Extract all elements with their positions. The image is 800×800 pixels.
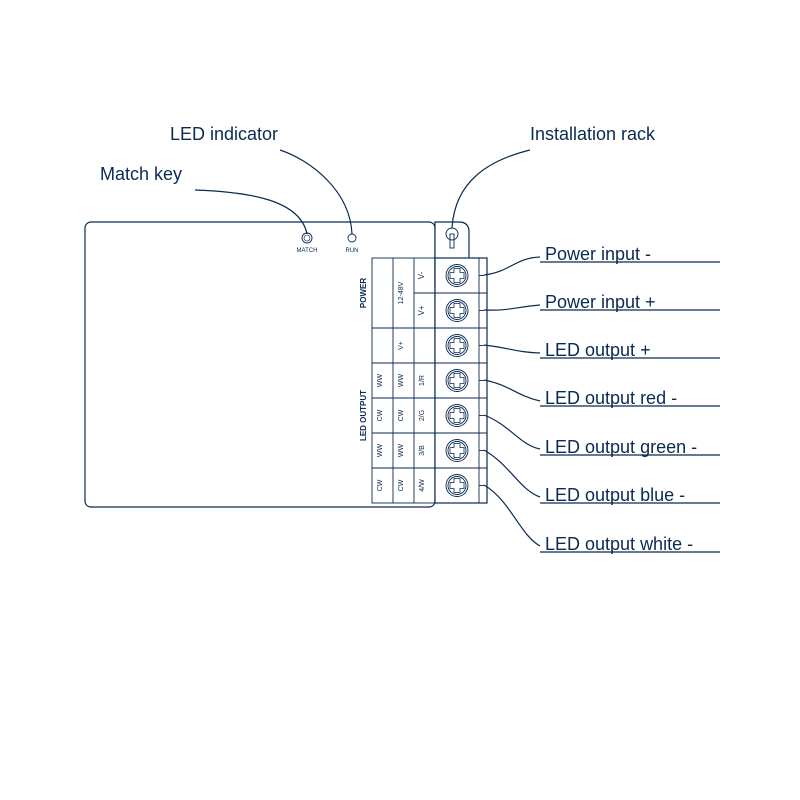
led-output-blue-label: LED output blue - — [545, 485, 685, 505]
svg-text:CW: CW — [377, 409, 384, 421]
led-indicator-label: LED indicator — [170, 124, 278, 144]
run-label: RUN — [346, 248, 359, 254]
svg-text:2/G: 2/G — [419, 410, 426, 421]
power-input-plus-label: Power input + — [545, 292, 656, 312]
svg-text:3/B: 3/B — [419, 445, 426, 456]
svg-text:WW: WW — [377, 444, 384, 458]
svg-text:CW: CW — [398, 409, 405, 421]
svg-text:1/R: 1/R — [419, 375, 426, 386]
led-output-red-label: LED output red - — [545, 388, 677, 408]
match-key-label: Match key — [100, 164, 182, 184]
svg-text:V+: V+ — [398, 341, 405, 350]
svg-text:4/W: 4/W — [419, 479, 426, 492]
svg-text:WW: WW — [398, 374, 405, 388]
power-title: POWER — [359, 278, 368, 308]
svg-text:WW: WW — [398, 444, 405, 458]
led-output-plus-label: LED output + — [545, 340, 651, 360]
installation-rack-label: Installation rack — [530, 124, 656, 144]
match-label: MATCH — [297, 248, 318, 254]
led-output-white-label: LED output white - — [545, 534, 693, 554]
svg-text:V+: V+ — [417, 305, 426, 315]
voltage-range: 12-48V — [398, 281, 405, 304]
svg-text:WW: WW — [377, 374, 384, 388]
svg-text:V-: V- — [417, 271, 426, 279]
led-output-title: LED OUTPUT — [359, 390, 368, 441]
power-input-minus-label: Power input - — [545, 244, 651, 264]
device-body — [85, 222, 435, 507]
svg-text:CW: CW — [398, 479, 405, 491]
svg-text:CW: CW — [377, 479, 384, 491]
led-output-green-label: LED output green - — [545, 437, 697, 457]
